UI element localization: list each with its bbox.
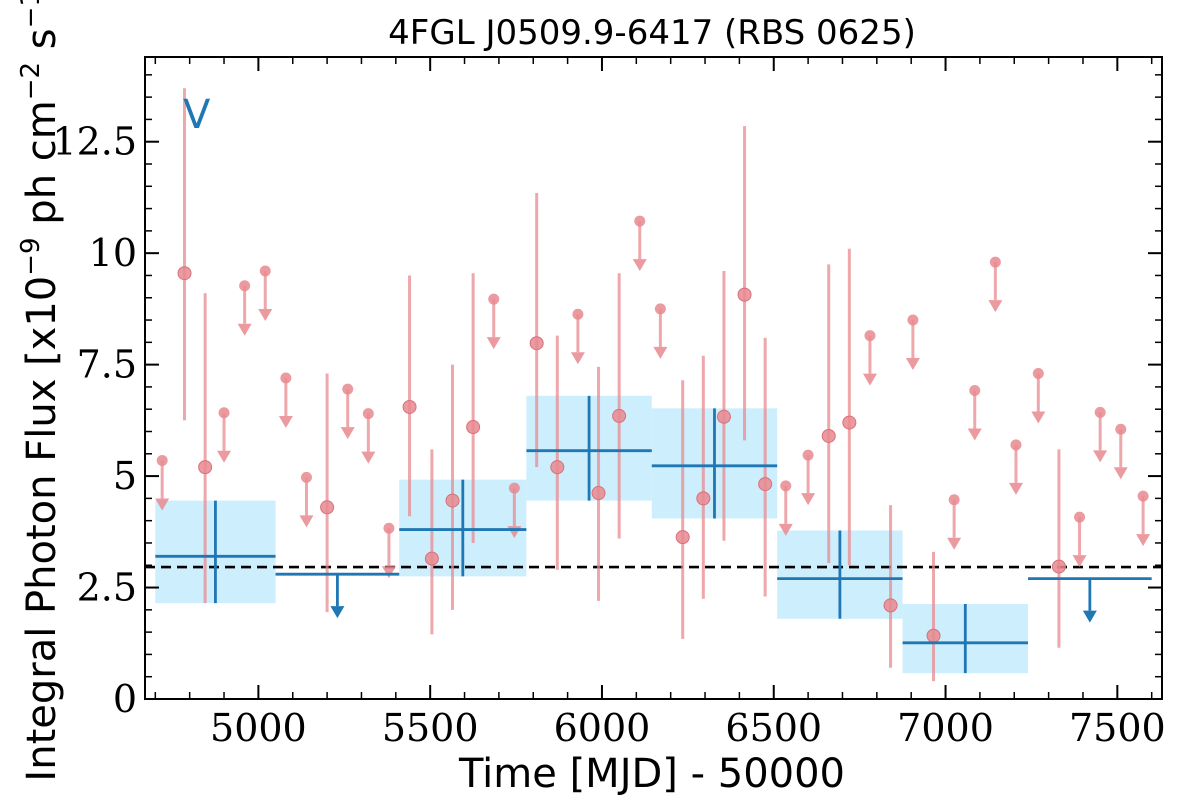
plot-frame xyxy=(144,56,1163,700)
fine-ul-arrow-16 xyxy=(862,373,877,386)
fine-point-5 xyxy=(445,493,460,508)
fine-point-11 xyxy=(675,530,690,545)
x-tick-label-1: 5500 xyxy=(382,706,479,750)
chart-title: 4FGL J0509.9-6417 (RBS 0625) xyxy=(388,13,916,53)
axis-ticks xyxy=(145,57,1162,700)
fine-point-15 xyxy=(758,477,773,492)
y-axis-label: Integral Photon Flux [x10−9 ph cm−2 s−1] xyxy=(16,0,65,782)
fine-point-13 xyxy=(716,409,731,424)
fine-point-16 xyxy=(821,428,836,443)
fine-point-17 xyxy=(842,415,857,430)
fine-ul-arrow-15 xyxy=(801,493,816,506)
fine-point-7 xyxy=(529,336,544,351)
fine-ul-arrow-4 xyxy=(278,416,293,428)
y-tick-labels: 0 2.5 5 7.5 10 12.5 xyxy=(52,120,137,721)
fine-point-0 xyxy=(177,266,192,281)
fine-point-10 xyxy=(612,408,627,423)
fine-point-3 xyxy=(402,399,417,414)
fine-ul-arrow-18 xyxy=(947,537,962,550)
y-tick-label-0: 0 xyxy=(113,677,137,721)
y-tick-label-2: 5 xyxy=(113,454,137,498)
fine-point-9 xyxy=(591,486,606,501)
coarse-bin-upper-limits xyxy=(275,572,1152,623)
fine-point-18 xyxy=(883,598,898,613)
y-axis-label-part1: Integral Photon Flux [x10 xyxy=(19,276,65,782)
coarse-bin-markers xyxy=(155,395,1029,674)
fine-ul-arrow-22 xyxy=(1031,411,1046,424)
fine-point-6 xyxy=(466,420,481,435)
fine-bin-points xyxy=(177,266,1066,643)
fine-point-20 xyxy=(1051,559,1066,574)
y-axis-label-exp2: −2 xyxy=(16,62,46,100)
fine-ul-arrow-14 xyxy=(778,523,793,536)
y-axis-label-exp1: −9 xyxy=(16,237,46,275)
plot-area: V xyxy=(144,56,1163,700)
x-tick-label-0: 5000 xyxy=(210,706,307,750)
plot-background xyxy=(145,57,1162,699)
x-tick-label-4: 7000 xyxy=(897,706,994,750)
fine-ul-arrow-24 xyxy=(1093,450,1108,463)
y-tick-label-4: 10 xyxy=(89,231,137,275)
fine-point-2 xyxy=(320,500,335,515)
x-tick-label-5: 7500 xyxy=(1069,706,1166,750)
x-tick-labels: 5000 5500 6000 6500 7000 7500 xyxy=(210,706,1166,750)
fine-ul-arrow-21 xyxy=(988,300,1003,313)
fine-ul-arrow-6 xyxy=(340,427,355,440)
fine-ul-arrow-26 xyxy=(1136,534,1151,547)
fine-ul-arrow-12 xyxy=(632,259,647,272)
fine-ul-arrow-23 xyxy=(1072,555,1087,568)
fine-ul-arrow-20 xyxy=(1008,482,1023,495)
x-tick-label-3: 6500 xyxy=(725,706,822,750)
fine-point-4 xyxy=(424,551,439,566)
x-axis-label: Time [MJD] - 50000 xyxy=(458,751,845,797)
y-tick-label-5: 12.5 xyxy=(52,120,137,164)
fine-ul-arrow-13 xyxy=(653,346,668,359)
y-tick-label-3: 7.5 xyxy=(77,343,137,387)
fine-ul-arrow-11 xyxy=(570,352,585,365)
fine-ul-arrow-1 xyxy=(217,450,232,463)
fine-ul-arrow-17 xyxy=(905,358,920,371)
fine-bin-errorbars xyxy=(183,88,1061,682)
coarse-ul-arrow-0 xyxy=(330,606,345,619)
fine-ul-arrow-7 xyxy=(361,451,376,464)
y-tick-label-1: 2.5 xyxy=(77,566,137,610)
fine-point-19 xyxy=(926,628,941,643)
fine-point-1 xyxy=(198,460,213,475)
fine-ul-arrow-0 xyxy=(155,498,170,511)
y-axis-label-part3: s xyxy=(19,28,65,62)
fine-ul-arrow-19 xyxy=(967,428,982,441)
fine-ul-arrow-2 xyxy=(237,323,252,336)
fine-ul-arrow-3 xyxy=(258,309,273,321)
fine-ul-arrow-25 xyxy=(1113,467,1128,480)
fine-ul-arrow-10 xyxy=(486,337,501,350)
x-tick-label-2: 6000 xyxy=(554,706,651,750)
y-axis-label-part2: ph cm xyxy=(19,100,65,237)
y-axis-label-exp3: −1 xyxy=(16,0,46,28)
fine-point-8 xyxy=(550,460,565,475)
fine-ul-arrow-5 xyxy=(299,515,314,528)
fine-ul-arrow-8 xyxy=(381,566,396,579)
panel-label: V xyxy=(183,92,211,138)
fine-point-14 xyxy=(737,287,752,302)
fine-point-12 xyxy=(696,491,711,506)
coarse-ul-arrow-1 xyxy=(1082,610,1097,623)
fine-bin-upper-limits xyxy=(155,215,1151,579)
